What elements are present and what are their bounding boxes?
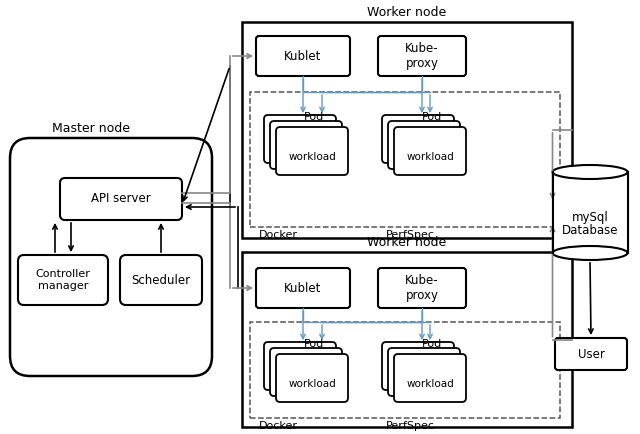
Text: workload: workload (288, 379, 336, 389)
FancyBboxPatch shape (388, 348, 460, 396)
FancyBboxPatch shape (120, 255, 202, 305)
Text: workload: workload (406, 152, 454, 162)
Bar (242, 22, 572, 238)
Text: proxy: proxy (406, 56, 438, 69)
Bar (242, 252, 572, 427)
Text: Pod: Pod (422, 112, 442, 122)
Ellipse shape (552, 165, 627, 179)
Text: Kublet: Kublet (284, 49, 322, 62)
FancyBboxPatch shape (378, 268, 466, 308)
FancyBboxPatch shape (394, 354, 466, 402)
Text: Pod: Pod (304, 112, 324, 122)
Text: Scheduler: Scheduler (131, 273, 191, 286)
Text: manager: manager (38, 281, 88, 291)
Text: Kube-: Kube- (405, 43, 439, 56)
FancyBboxPatch shape (276, 127, 348, 175)
Ellipse shape (552, 246, 627, 260)
Text: Docker: Docker (259, 421, 298, 431)
Text: PerfSpec: PerfSpec (385, 230, 435, 240)
FancyBboxPatch shape (270, 121, 342, 169)
FancyBboxPatch shape (256, 36, 350, 76)
Text: Kube-: Kube- (405, 274, 439, 287)
Text: PerfSpec: PerfSpec (385, 421, 435, 431)
Text: proxy: proxy (406, 289, 438, 302)
FancyBboxPatch shape (256, 268, 350, 308)
Bar (552, 172, 627, 253)
FancyBboxPatch shape (264, 115, 336, 163)
Text: API server: API server (91, 193, 151, 206)
FancyBboxPatch shape (394, 127, 466, 175)
Text: Pod: Pod (304, 339, 324, 349)
FancyBboxPatch shape (264, 342, 336, 390)
FancyBboxPatch shape (10, 138, 212, 376)
Text: Pod: Pod (422, 339, 442, 349)
FancyBboxPatch shape (18, 255, 108, 305)
FancyBboxPatch shape (378, 36, 466, 76)
FancyBboxPatch shape (270, 348, 342, 396)
Text: workload: workload (288, 152, 336, 162)
FancyBboxPatch shape (60, 178, 182, 220)
Text: User: User (577, 348, 604, 361)
Text: Master node: Master node (52, 122, 130, 135)
Bar (250, 322, 560, 418)
Bar (250, 92, 560, 227)
Text: Database: Database (562, 224, 618, 237)
Text: Kublet: Kublet (284, 282, 322, 295)
Text: Worker node: Worker node (367, 236, 447, 249)
FancyBboxPatch shape (388, 121, 460, 169)
FancyBboxPatch shape (382, 342, 454, 390)
Text: mySql: mySql (572, 211, 609, 224)
Text: workload: workload (406, 379, 454, 389)
Text: Controller: Controller (36, 269, 90, 279)
FancyBboxPatch shape (555, 338, 627, 370)
FancyBboxPatch shape (276, 354, 348, 402)
Text: Worker node: Worker node (367, 6, 447, 19)
FancyBboxPatch shape (382, 115, 454, 163)
Text: Docker: Docker (259, 230, 298, 240)
